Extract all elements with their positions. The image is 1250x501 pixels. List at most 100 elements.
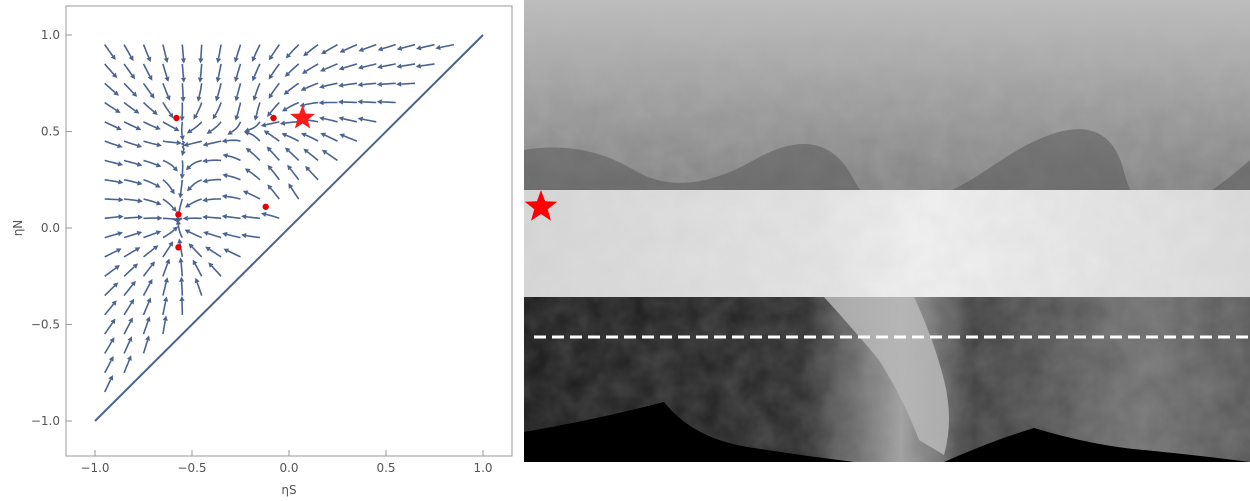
stream-segment [235, 44, 242, 59]
stream-segment [307, 169, 319, 181]
stream-segment [123, 340, 131, 354]
stream-segment [123, 179, 138, 184]
stream-arrowhead [155, 162, 162, 168]
stream-segment [104, 267, 117, 277]
stream-arrowhead [242, 190, 249, 196]
stream-segment [162, 159, 176, 169]
fixed-point-dot [262, 203, 269, 210]
stream-segment [190, 121, 203, 132]
stream-segment [362, 101, 377, 104]
stream-segment [162, 102, 172, 115]
stream-arrowhead [156, 142, 162, 148]
stream-segment [104, 159, 119, 165]
stream-arrowhead [377, 64, 383, 70]
stream-arrowhead [163, 277, 169, 283]
stream-segment [162, 140, 177, 144]
stream-segment [143, 179, 157, 186]
stream-arrowhead [194, 277, 200, 284]
stream-segment [123, 121, 138, 129]
stream-segment [123, 159, 138, 165]
stream-arrowhead [357, 116, 364, 122]
stream-arrowhead [233, 57, 239, 63]
stream-arrowhead [128, 317, 133, 324]
stream-lines [103, 43, 455, 393]
stream-arrowhead [227, 129, 233, 135]
stream-segment [123, 232, 138, 239]
stream-arrowhead [320, 132, 327, 138]
stream-segment [401, 63, 416, 67]
stream-arrowhead [146, 56, 152, 63]
stream-segment [304, 82, 319, 90]
stream-segment [211, 265, 222, 277]
stream-arrowhead [268, 93, 274, 99]
stream-arrowhead [339, 47, 346, 53]
stream-segment [270, 168, 280, 181]
stream-segment [195, 102, 203, 116]
stream-segment [162, 198, 174, 209]
stream-arrowhead [114, 108, 121, 113]
stream-segment [124, 216, 139, 220]
stream-segment [188, 159, 202, 168]
stream-arrowhead [126, 355, 132, 361]
stream-arrowhead [117, 161, 124, 167]
y-axis-label: ηN [11, 220, 25, 237]
stream-segment [420, 63, 435, 67]
stream-segment [207, 216, 222, 220]
stream-segment [342, 101, 357, 104]
fixed-point-dot [173, 114, 180, 122]
fixed-point-dot [270, 114, 277, 122]
stream-arrowhead [136, 143, 143, 148]
stream-segment [123, 44, 132, 58]
stream-arrowhead [179, 135, 185, 141]
stream-arrowhead [168, 112, 174, 119]
stream-arrowhead [251, 56, 257, 62]
stream-arrowhead [178, 193, 184, 199]
stream-segment [143, 140, 158, 146]
stream-arrowhead [184, 229, 191, 235]
stream-segment [104, 63, 115, 75]
stream-segment [181, 44, 185, 59]
stream-arrowhead [180, 58, 187, 64]
stream-arrowhead [156, 200, 162, 206]
x-tick-label: −0.5 [177, 461, 206, 475]
stream-arrowhead [152, 109, 158, 115]
x-tick-label: −1.0 [80, 461, 109, 475]
stream-arrowhead [339, 133, 345, 139]
stream-segment [248, 121, 261, 131]
stream-segment [306, 151, 319, 162]
stream-segment [142, 301, 150, 316]
stream-arrowhead [175, 219, 181, 225]
stream-arrowhead [146, 297, 152, 304]
stream-arrowhead [202, 141, 209, 147]
stream-segment [191, 246, 203, 258]
stream-segment [103, 379, 112, 393]
stream-arrowhead [183, 141, 189, 148]
stream-arrowhead [435, 44, 441, 51]
stream-segment [162, 179, 173, 191]
stream-segment [162, 301, 167, 316]
stream-segment [142, 101, 155, 113]
stream-arrowhead [251, 75, 257, 82]
stream-arrowhead [185, 164, 192, 171]
stream-arrowhead [109, 337, 115, 343]
stream-arrowhead [149, 261, 155, 267]
stream-arrowhead [179, 174, 185, 180]
stream-arrowhead [184, 202, 191, 208]
stream-arrowhead [301, 68, 308, 74]
stream-segment [269, 187, 280, 200]
stream-arrowhead [169, 188, 175, 195]
x-tick-label: 0.0 [279, 461, 298, 475]
stream-arrowhead [131, 91, 138, 97]
stream-segment [143, 159, 157, 166]
stream-segment [162, 82, 169, 97]
stream-arrowhead [197, 77, 204, 83]
stream-segment [226, 233, 241, 239]
stream-arrowhead [127, 336, 133, 342]
stream-segment [267, 132, 280, 142]
stream-arrowhead [137, 214, 144, 220]
stream-arrowhead [287, 164, 293, 171]
stream-segment [343, 135, 358, 142]
stream-arrowhead [415, 63, 422, 69]
stream-arrowhead [163, 296, 169, 302]
stream-arrowhead [245, 147, 252, 154]
